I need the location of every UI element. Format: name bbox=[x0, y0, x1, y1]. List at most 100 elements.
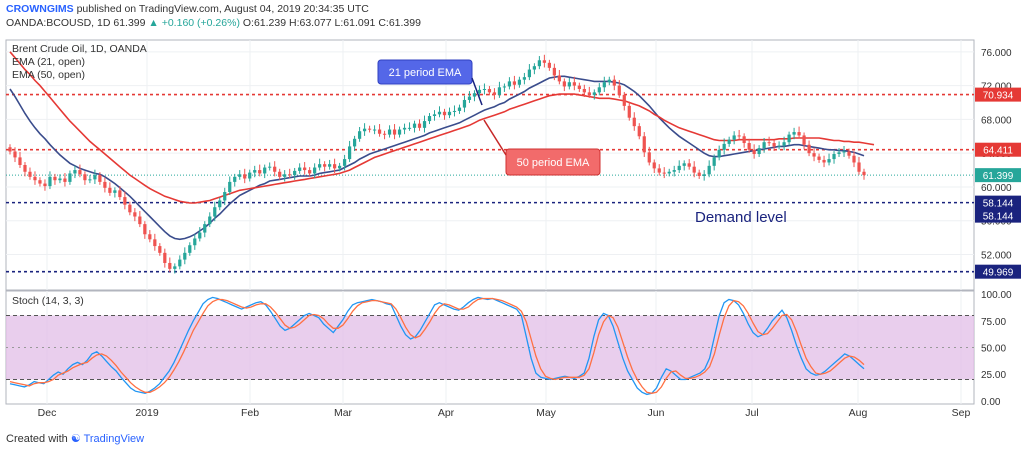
candle-body bbox=[338, 165, 342, 169]
candle-body bbox=[362, 128, 367, 132]
candle-body bbox=[702, 174, 706, 176]
candle-body bbox=[502, 86, 507, 88]
candle-body bbox=[452, 110, 457, 112]
candle-body bbox=[303, 167, 307, 171]
stoch-tick-label: 0.00 bbox=[981, 397, 1001, 408]
candle-body bbox=[837, 152, 841, 155]
price-label-tag: 49.969 bbox=[975, 264, 1021, 279]
price-label-box bbox=[975, 208, 1021, 223]
candle-body bbox=[318, 164, 322, 168]
candle-body bbox=[557, 75, 561, 82]
candle-body bbox=[767, 142, 771, 144]
candle-body bbox=[258, 170, 262, 174]
candle-body bbox=[323, 164, 327, 167]
candle-body bbox=[507, 81, 512, 87]
candle-body bbox=[672, 170, 676, 172]
candle-body bbox=[118, 190, 122, 198]
candle-body bbox=[293, 170, 297, 176]
tradingview-logo-icon: ☯ bbox=[70, 433, 81, 445]
stoch-axis: 100.00 75.00 50.00 25.00 0.00 bbox=[981, 290, 1012, 408]
candle-body bbox=[98, 175, 102, 182]
candle-body bbox=[667, 171, 671, 174]
candle-body bbox=[692, 166, 696, 173]
tradingview-link[interactable]: TradingView bbox=[83, 433, 145, 445]
candle-body bbox=[567, 82, 571, 87]
candle-body bbox=[487, 88, 492, 93]
candle-body bbox=[387, 129, 392, 135]
candle-body bbox=[682, 163, 686, 166]
publish-header: CROWNGIMS published on TradingView.com, … bbox=[6, 3, 369, 15]
candle-body bbox=[832, 154, 836, 160]
stoch-tick-label: 75.00 bbox=[981, 317, 1006, 328]
candle-body bbox=[647, 152, 651, 163]
candle-body bbox=[308, 170, 312, 174]
candle-body bbox=[143, 224, 147, 235]
candle-body bbox=[198, 232, 202, 239]
ema50-callout: 50 period EMA bbox=[483, 119, 601, 176]
candle-body bbox=[432, 114, 437, 117]
ohlc-values: O:61.239 H:63.077 L:61.091 C:61.399 bbox=[242, 17, 421, 29]
ema50-callout-text: 50 period EMA bbox=[517, 157, 590, 169]
legend-ema21: EMA (21, open) bbox=[12, 56, 85, 68]
candle-body bbox=[63, 178, 67, 182]
price-label-text: 61.399 bbox=[983, 171, 1014, 182]
candle-body bbox=[278, 171, 282, 177]
candle-body bbox=[223, 192, 227, 201]
price-label-tag: 61.399 bbox=[975, 168, 1021, 183]
candle-body bbox=[377, 129, 382, 134]
time-tick-label: Sep bbox=[952, 407, 971, 419]
candle-body bbox=[612, 79, 616, 86]
price-label-tag: 58.144 bbox=[975, 208, 1021, 223]
price-tick-label: 72.000 bbox=[981, 82, 1012, 93]
candle-body bbox=[577, 85, 581, 89]
candle-body bbox=[153, 239, 157, 247]
candle-body bbox=[737, 135, 741, 137]
main-pane-frame bbox=[5, 39, 975, 291]
candle-body bbox=[243, 174, 247, 179]
price-label-tag: 58.144 bbox=[975, 195, 1021, 210]
price-label-text: 58.144 bbox=[983, 199, 1014, 210]
legend-ema50: EMA (50, open) bbox=[12, 69, 85, 81]
price-label-text: 49.969 bbox=[983, 268, 1014, 279]
candle-body bbox=[807, 144, 811, 154]
time-axis: Dec 2019 Feb Mar Apr May Jun Jul Aug Sep bbox=[38, 407, 971, 419]
footer: Created with ☯ TradingView bbox=[6, 432, 144, 445]
candle-body bbox=[782, 142, 786, 146]
candle-body bbox=[148, 234, 152, 240]
candle-body bbox=[662, 172, 666, 174]
candle-body bbox=[48, 176, 52, 187]
author-name[interactable]: CROWNGIMS bbox=[6, 3, 74, 15]
candle-body bbox=[522, 77, 527, 80]
candle-body bbox=[827, 159, 831, 163]
candle-body bbox=[168, 262, 172, 269]
price-label-box bbox=[975, 142, 1021, 157]
candle-body bbox=[123, 197, 127, 205]
price-levels bbox=[6, 93, 974, 273]
candle-body bbox=[602, 82, 606, 88]
candle-body bbox=[313, 167, 317, 174]
time-tick-label: Aug bbox=[849, 407, 868, 419]
candle-body bbox=[13, 151, 17, 158]
candle-body bbox=[158, 246, 162, 253]
candle-body bbox=[367, 128, 372, 130]
symbol-line: OANDA:BCOUSD, 1D bbox=[6, 17, 111, 29]
price-change: ▲ +0.160 (+0.26%) bbox=[148, 17, 240, 29]
candle-body bbox=[347, 146, 352, 160]
candle-body bbox=[802, 135, 806, 145]
candle-body bbox=[422, 121, 427, 128]
candle-body bbox=[263, 167, 267, 174]
candle-body bbox=[482, 88, 487, 90]
candle-body bbox=[552, 67, 556, 76]
candle-body bbox=[652, 162, 656, 169]
candle-body bbox=[352, 138, 357, 147]
candle-body bbox=[382, 133, 387, 135]
candle-body bbox=[497, 87, 502, 95]
candle-body bbox=[33, 176, 37, 181]
price-label-tag: 64.411 bbox=[975, 142, 1021, 157]
candle-body bbox=[213, 207, 217, 217]
candle-body bbox=[597, 87, 601, 93]
candle-body bbox=[397, 129, 402, 135]
candle-body bbox=[108, 187, 112, 193]
candle-body bbox=[547, 62, 551, 68]
